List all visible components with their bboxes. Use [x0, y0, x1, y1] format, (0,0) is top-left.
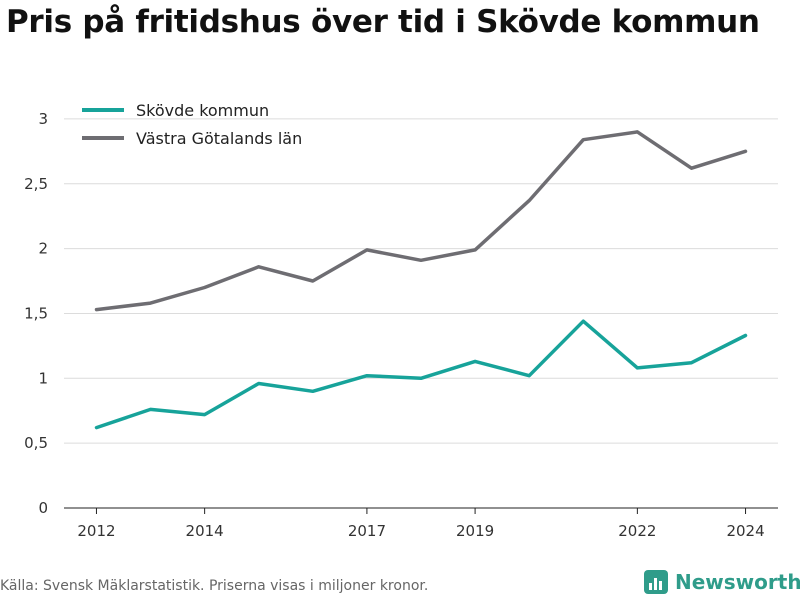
axes: 0 0,5 1 1,5 2 2,5 3 2012 2014 2017 2019 2022 2024: [24, 110, 778, 540]
y-tick-label: 1: [38, 369, 48, 387]
x-tick-label: 2014: [186, 522, 224, 540]
legend-label: Västra Götalands län: [136, 129, 302, 148]
y-tick-label: 0,5: [24, 434, 48, 452]
x-tick-label: 2017: [348, 522, 386, 540]
source-note: Källa: Svensk Mäklarstatistik. Priserna …: [0, 578, 429, 594]
brand-logo: Newsworthy: [644, 570, 800, 594]
series-lines: [94, 130, 748, 430]
chart-title: Pris på fritidshus över tid i Skövde kom…: [6, 4, 760, 40]
x-tick-label: 2019: [456, 522, 494, 540]
x-tick-label: 2024: [726, 522, 764, 540]
gridlines: [64, 118, 778, 444]
y-tick-label: 2: [38, 240, 48, 258]
y-tick-label: 0: [38, 499, 48, 517]
legend: Skövde kommun Västra Götalands län: [82, 101, 302, 148]
x-tick-label: 2012: [77, 522, 115, 540]
y-tick-label: 2,5: [24, 175, 48, 193]
series-line-2: [94, 130, 748, 312]
brand-name: Newsworthy: [675, 570, 800, 594]
series-line-1: [94, 319, 748, 430]
x-tick-label: 2022: [618, 522, 656, 540]
y-tick-label: 3: [38, 110, 48, 128]
y-tick-label: 1,5: [24, 304, 48, 322]
bar-chart-logo-icon: [644, 570, 668, 594]
legend-label: Skövde kommun: [136, 101, 269, 120]
